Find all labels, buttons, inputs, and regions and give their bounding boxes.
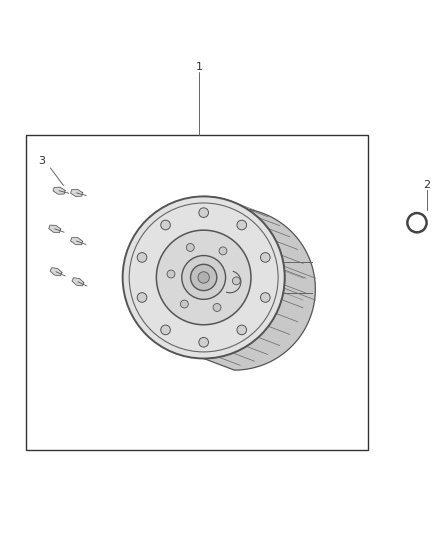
Polygon shape [72,278,84,286]
Polygon shape [71,238,83,245]
Polygon shape [49,225,61,232]
Circle shape [219,247,227,255]
Circle shape [261,253,270,262]
Circle shape [186,244,194,252]
Polygon shape [50,268,62,276]
Polygon shape [71,189,83,196]
Bar [26,135,368,450]
Circle shape [161,325,170,335]
Circle shape [137,293,147,302]
Circle shape [237,325,247,335]
Circle shape [123,197,285,359]
Circle shape [199,337,208,347]
Circle shape [213,303,221,311]
Circle shape [237,220,247,230]
Circle shape [191,264,217,290]
Text: 3: 3 [38,156,45,166]
Circle shape [198,272,209,283]
Polygon shape [53,187,65,194]
Circle shape [180,300,188,308]
Text: 1: 1 [196,62,203,72]
Circle shape [137,253,147,262]
Circle shape [182,255,226,300]
Circle shape [167,270,175,278]
Circle shape [233,277,240,285]
Polygon shape [204,197,315,370]
Circle shape [156,230,251,325]
Circle shape [161,220,170,230]
Circle shape [199,208,208,217]
Circle shape [261,293,270,302]
Text: 2: 2 [424,181,431,190]
